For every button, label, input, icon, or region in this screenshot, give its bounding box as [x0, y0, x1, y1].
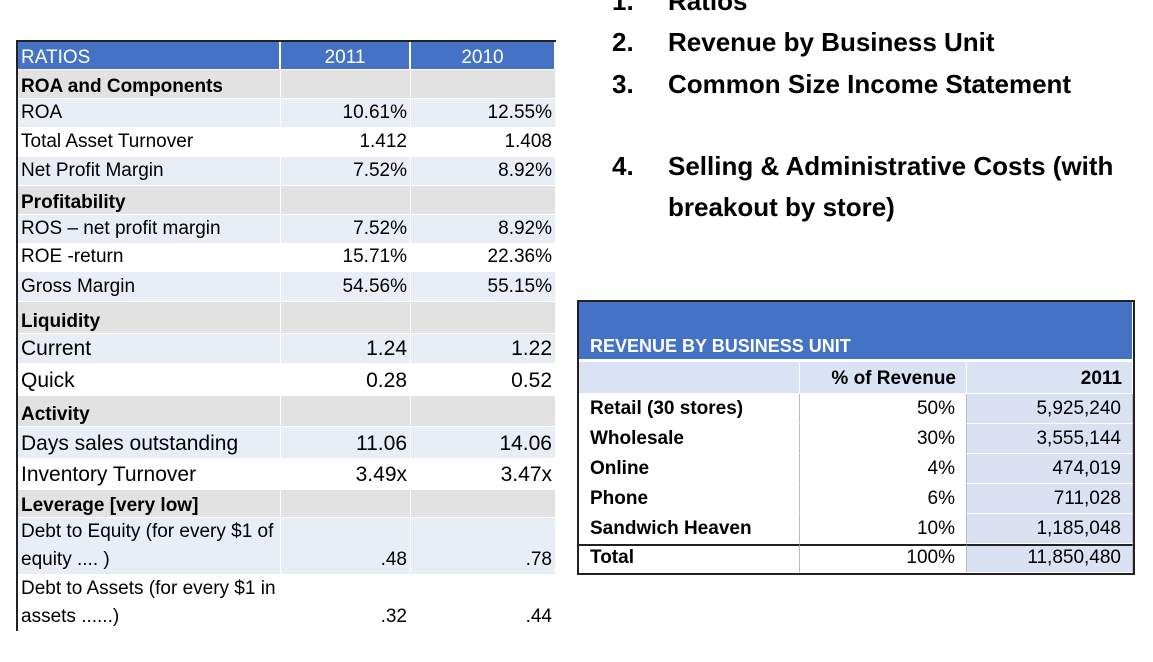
section-cell: Liquidity — [18, 302, 281, 334]
item-text: Revenue by Business Unit — [668, 27, 995, 57]
value-cell: 11.06 — [281, 427, 411, 459]
row-cell: 4% — [800, 454, 967, 484]
label-cell: Quick — [18, 364, 281, 396]
value-cell: 15.71% — [281, 244, 411, 272]
label-cell: Inventory Turnover — [18, 459, 281, 490]
item-text: Common Size Income Statement — [668, 69, 1072, 99]
section-blank — [411, 490, 556, 518]
value-cell: 8.92% — [411, 215, 556, 244]
header-cell: 2010 — [411, 42, 556, 70]
row-cell: 6% — [800, 484, 967, 514]
value-cell: 12.55% — [411, 99, 556, 128]
row-cell: Phone — [579, 484, 800, 514]
item-text: Ratios — [668, 0, 748, 16]
section-blank — [411, 186, 556, 215]
section-cell: Activity — [18, 396, 281, 427]
value-cell: .78 — [411, 518, 556, 575]
value-cell: 1.22 — [411, 334, 556, 364]
row-cell: 474,019 — [967, 454, 1133, 484]
value-cell: 0.28 — [281, 364, 411, 396]
section-blank — [281, 396, 411, 427]
value-cell: 22.36% — [411, 244, 556, 272]
header-cell: % of Revenue — [800, 362, 967, 394]
row-cell: Sandwich Heaven — [579, 514, 800, 544]
item-number: 1. — [612, 0, 634, 16]
row-cell: 5,925,240 — [967, 394, 1133, 424]
header-cell: 2011 — [281, 42, 411, 70]
agenda: 1. Ratios 2. Revenue by Business Unit 3. Comm… — [0, 0, 1153, 240]
label-cell: Days sales outstanding — [18, 427, 281, 459]
value-cell: .32 — [281, 575, 411, 632]
row-cell: Online — [579, 454, 800, 484]
value-cell: 1.24 — [281, 334, 411, 364]
label-cell: Debt to Equity (for every $1 of equity .… — [18, 518, 281, 575]
value-cell: 1.412 — [281, 128, 411, 157]
value-cell: 8.92% — [411, 157, 556, 186]
label-cell: Current — [18, 334, 281, 364]
value-cell: 10.61% — [281, 99, 411, 128]
value-cell: 7.52% — [281, 157, 411, 186]
value-cell: 3.49x — [281, 459, 411, 490]
revenue-table: REVENUE BY BUSINESS UNIT% of Revenue 2011… — [577, 300, 1135, 575]
section-blank — [281, 70, 411, 99]
value-cell: 55.15% — [411, 272, 556, 302]
section-blank — [411, 302, 556, 334]
row-cell: 1,185,048 — [967, 514, 1133, 544]
row-cell: 10% — [800, 514, 967, 544]
label-cell: ROS – net profit margin — [18, 215, 281, 244]
section-blank — [281, 490, 411, 518]
value-cell: .44 — [411, 575, 556, 632]
section-cell: Profitability — [18, 186, 281, 215]
item-text: Selling & Administrative Costs (with bre… — [668, 151, 1114, 222]
value-cell: 0.52 — [411, 364, 556, 396]
label-cell: ROA — [18, 99, 281, 128]
row-cell: Wholesale — [579, 424, 800, 454]
label-cell: ROE -return — [18, 244, 281, 272]
label-cell: Gross Margin — [18, 272, 281, 302]
item-number: 2. — [612, 27, 634, 57]
header-cell: RATIOS — [18, 42, 281, 70]
row-cell: Retail (30 stores) — [579, 394, 800, 424]
row-cell: 50% — [800, 394, 967, 424]
item-number: 3. — [612, 69, 634, 99]
header-blank — [579, 362, 800, 394]
section-blank — [411, 70, 556, 99]
section-blank — [281, 186, 411, 215]
value-cell: 54.56% — [281, 272, 411, 302]
section-blank — [411, 396, 556, 427]
row-cell: 30% — [800, 424, 967, 454]
total-cell: 11,850,480 — [967, 544, 1133, 573]
value-cell: 7.52% — [281, 215, 411, 244]
label-cell: Total Asset Turnover — [18, 128, 281, 157]
section-cell: ROA and Components — [18, 70, 281, 99]
table-title: REVENUE BY BUSINESS UNIT — [579, 302, 1133, 360]
value-cell: 3.47x — [411, 459, 556, 490]
section-blank — [281, 302, 411, 334]
label-cell: Debt to Assets (for every $1 in assets .… — [18, 575, 281, 632]
header-cell: 2011 — [967, 362, 1133, 394]
value-cell: 1.408 — [411, 128, 556, 157]
total-cell: Total — [579, 544, 800, 573]
value-cell: 14.06 — [411, 427, 556, 459]
item-number: 4. — [612, 151, 634, 181]
row-cell: 711,028 — [967, 484, 1133, 514]
ratios-table: RATIOS 2011 2010 ROA and Components ROA 10.61… — [16, 40, 556, 632]
label-cell: Net Profit Margin — [18, 157, 281, 186]
row-cell: 3,555,144 — [967, 424, 1133, 454]
total-cell: 100% — [800, 544, 967, 573]
section-cell: Leverage [very low] — [18, 490, 281, 518]
value-cell: .48 — [281, 518, 411, 575]
